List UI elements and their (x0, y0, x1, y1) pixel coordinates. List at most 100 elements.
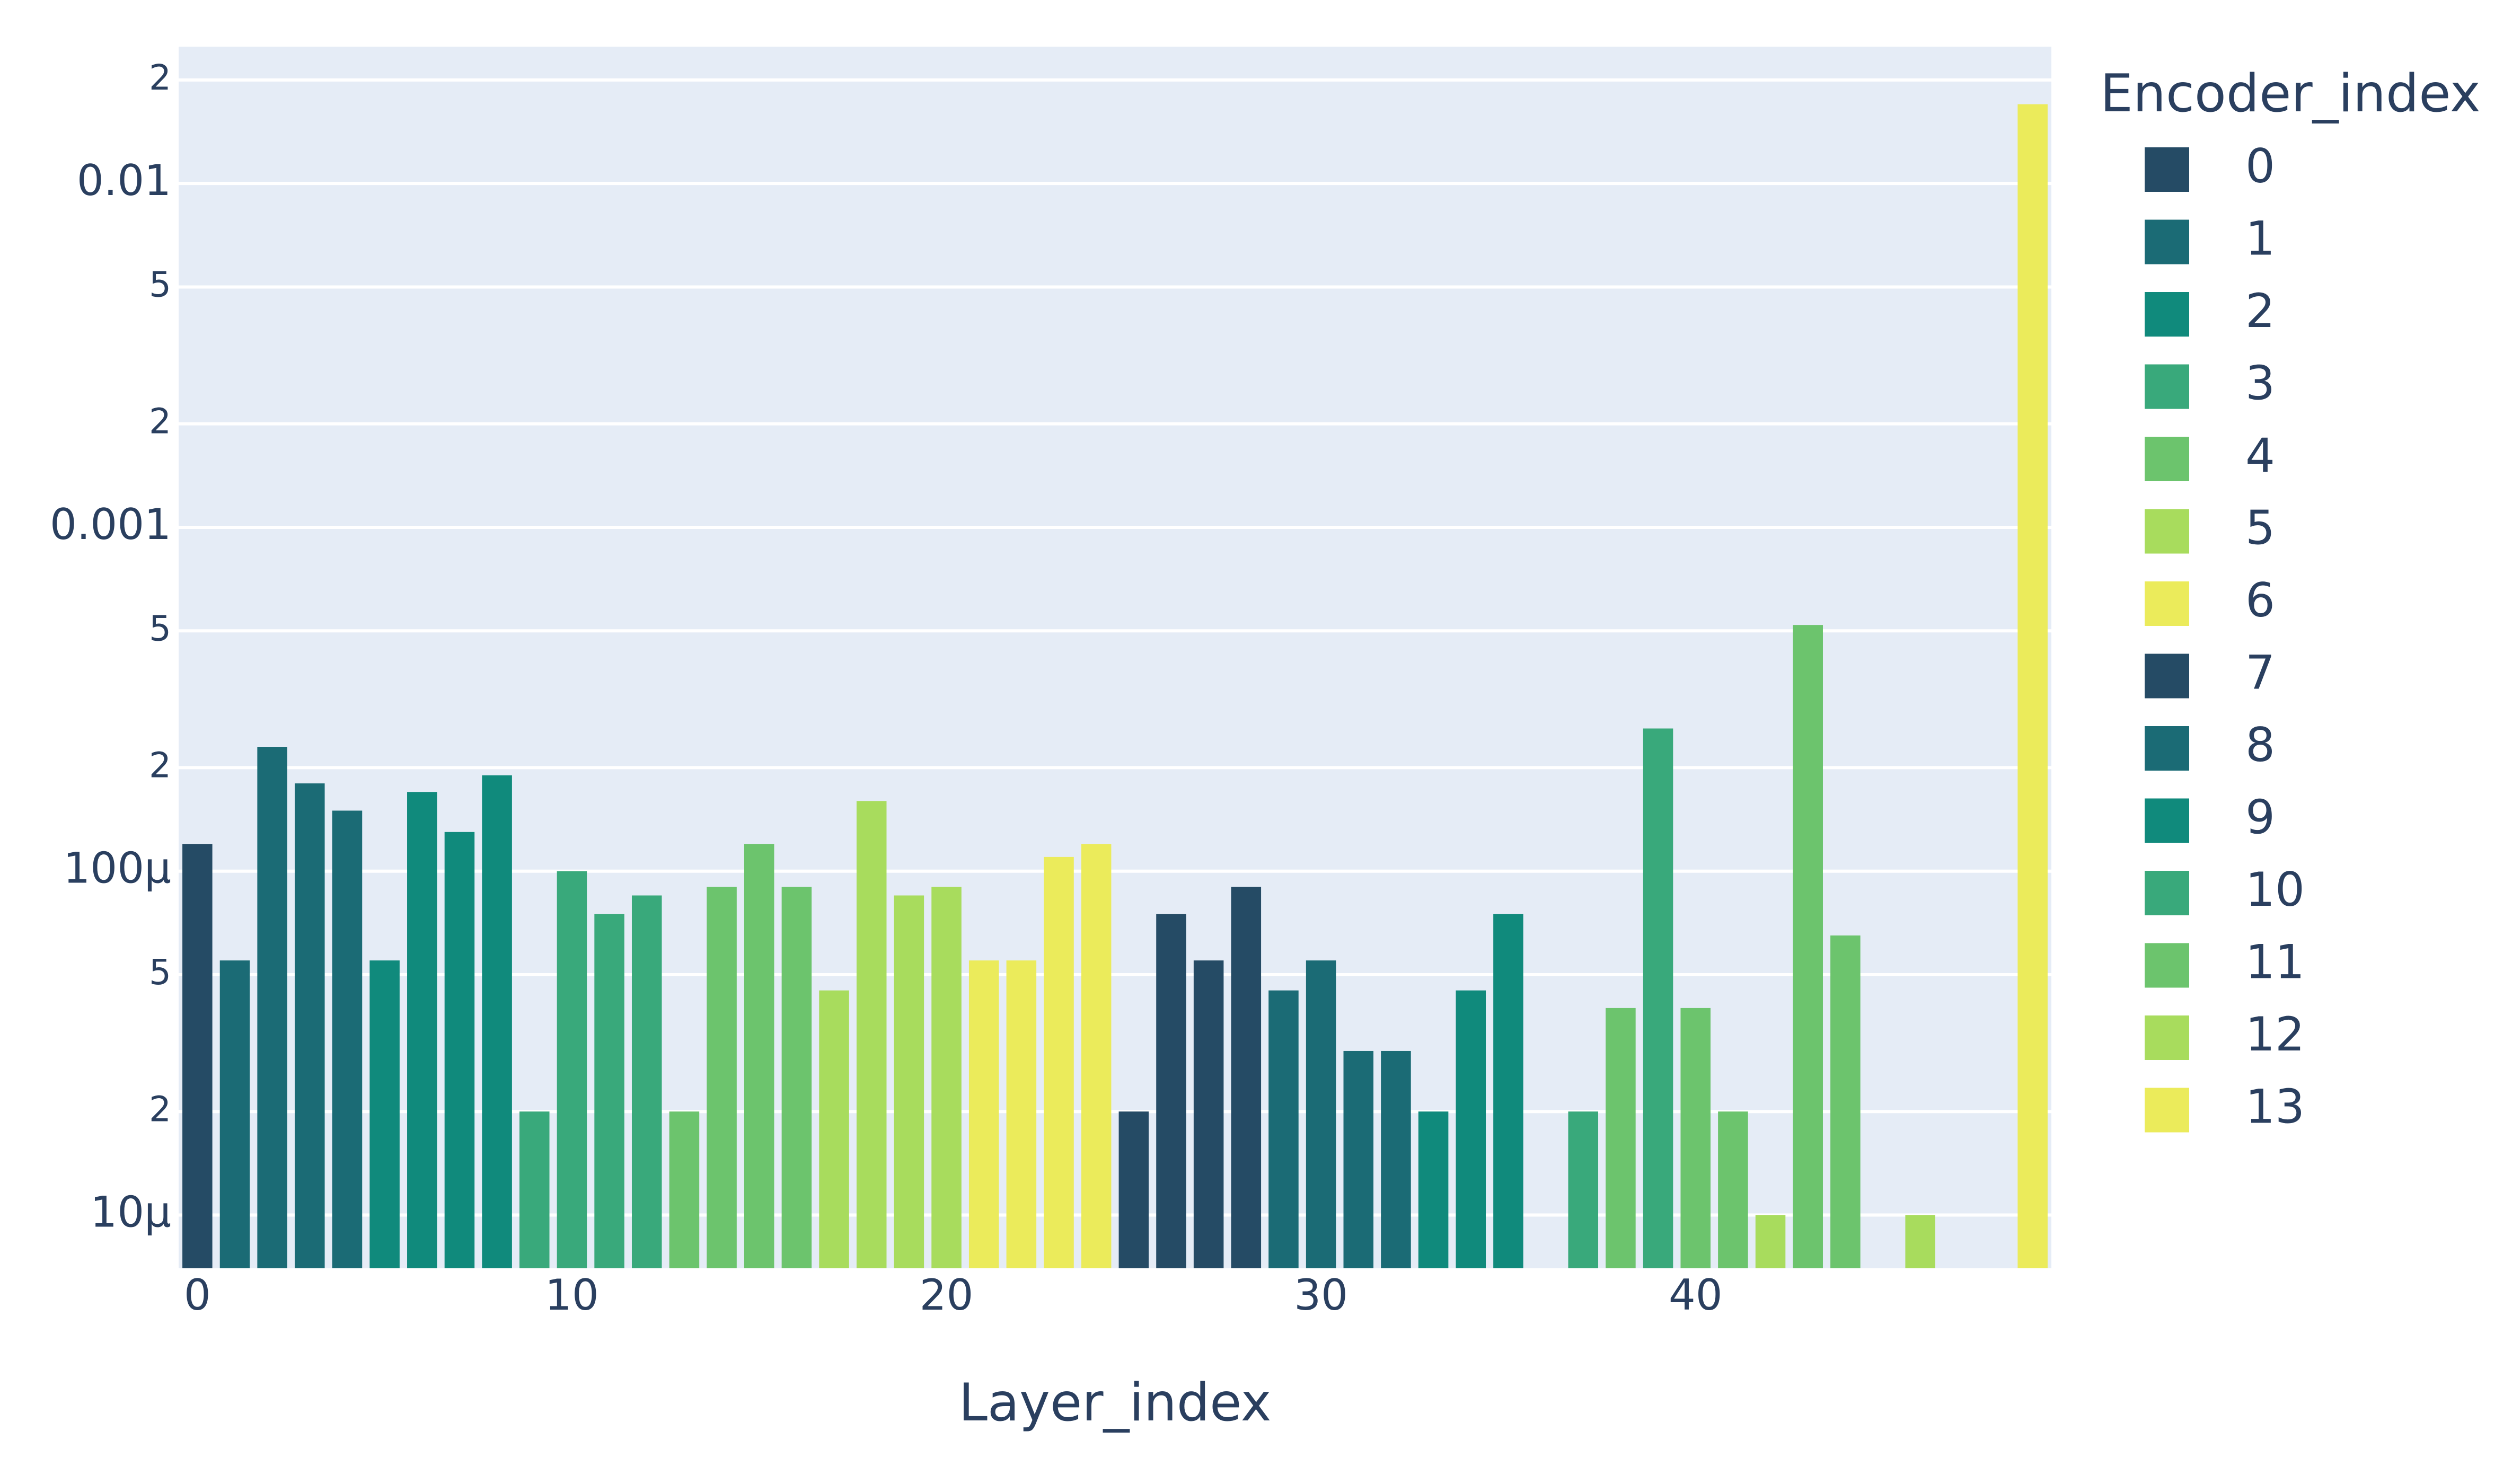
bar-layer-10[interactable] (557, 871, 587, 1268)
legend-item-2[interactable]: 2 (2145, 284, 2275, 338)
bar-layer-25[interactable] (1118, 1111, 1149, 1268)
y-minor-tick-label: 2 (149, 745, 171, 785)
grid-layer (179, 78, 2051, 1217)
y-tick-label: 10µ (90, 1187, 171, 1236)
bar-layer-19[interactable] (894, 895, 924, 1268)
y-tick-label: 0.001 (50, 500, 171, 549)
bar-layer-4[interactable] (332, 810, 363, 1268)
bar-layer-40[interactable] (1680, 1008, 1711, 1268)
bar-layer-39[interactable] (1643, 728, 1673, 1268)
x-axis-ticks: 0 10 20 30 40 (184, 1270, 1723, 1320)
bar-layer-2[interactable] (257, 747, 287, 1268)
legend-swatch (2145, 437, 2189, 481)
legend-item-13[interactable]: 13 (2145, 1079, 2305, 1134)
legend-label: 13 (2245, 1079, 2305, 1134)
legend-swatch (2145, 147, 2189, 192)
bar-layer-8[interactable] (482, 775, 512, 1268)
legend-label: 1 (2245, 211, 2275, 266)
bar-layer-20[interactable] (931, 887, 962, 1268)
legend-label: 0 (2245, 139, 2275, 193)
bar-layer-12[interactable] (631, 895, 662, 1268)
legend-swatch (2145, 581, 2189, 626)
bar-layer-46[interactable] (1905, 1215, 1935, 1268)
legend-item-5[interactable]: 5 (2145, 500, 2275, 555)
x-axis-title: Layer_index (958, 1373, 1271, 1433)
bar-layer-7[interactable] (444, 832, 475, 1268)
bar-layer-14[interactable] (707, 887, 737, 1268)
legend-item-12[interactable]: 12 (2145, 1007, 2305, 1062)
bar-layer-24[interactable] (1081, 844, 1112, 1268)
bar-layer-49[interactable] (2017, 104, 2048, 1268)
legend-label: 8 (2245, 718, 2275, 772)
bar-layer-9[interactable] (519, 1111, 550, 1268)
legend-swatch (2145, 364, 2189, 409)
x-tick-label: 30 (1294, 1270, 1348, 1320)
bar-layer-33[interactable] (1418, 1111, 1449, 1268)
bar-layer-44[interactable] (1830, 935, 1861, 1268)
legend-swatch (2145, 509, 2189, 554)
x-tick-label: 10 (545, 1270, 599, 1320)
bar-layer-29[interactable] (1268, 990, 1299, 1268)
legend-item-1[interactable]: 1 (2145, 211, 2275, 266)
legend-label: 10 (2245, 862, 2305, 917)
bar-layer-30[interactable] (1306, 960, 1336, 1268)
bar-layer-1[interactable] (219, 960, 250, 1268)
y-minor-tick-label: 5 (149, 608, 171, 649)
legend-item-9[interactable]: 9 (2145, 790, 2275, 844)
bar-layer-21[interactable] (968, 960, 999, 1268)
legend-item-0[interactable]: 0 (2145, 139, 2275, 193)
bar-layer-38[interactable] (1606, 1008, 1636, 1268)
legend-item-11[interactable]: 11 (2145, 934, 2305, 989)
legend-swatch (2145, 653, 2189, 699)
bar-layer-32[interactable] (1381, 1050, 1411, 1268)
bar-layer-15[interactable] (744, 844, 774, 1268)
legend-item-4[interactable]: 4 (2145, 428, 2275, 483)
bar-layer-28[interactable] (1231, 887, 1262, 1268)
legend-label: 12 (2245, 1007, 2305, 1062)
legend-item-3[interactable]: 3 (2145, 356, 2275, 410)
bar-layer-17[interactable] (819, 990, 849, 1268)
y-minor-tick-label: 5 (149, 264, 171, 305)
bar-layer-16[interactable] (781, 887, 812, 1268)
bar-layer-23[interactable] (1044, 856, 1074, 1268)
bar-layer-26[interactable] (1156, 914, 1186, 1268)
bar-layer-41[interactable] (1718, 1111, 1748, 1268)
legend-swatch (2145, 1088, 2189, 1133)
legend-item-10[interactable]: 10 (2145, 862, 2305, 917)
bar-layer-11[interactable] (594, 914, 624, 1268)
legend-title: Encoder_index (2100, 64, 2481, 124)
bar-layer-37[interactable] (1568, 1111, 1599, 1268)
bar-layer-34[interactable] (1456, 990, 1486, 1268)
legend-label: 6 (2245, 573, 2275, 628)
legend-item-7[interactable]: 7 (2145, 645, 2275, 700)
legend-label: 7 (2245, 645, 2275, 700)
bar-layer-27[interactable] (1193, 960, 1224, 1268)
legend-swatch (2145, 1015, 2189, 1060)
bar-layer-13[interactable] (669, 1111, 700, 1268)
legend-item-6[interactable]: 6 (2145, 573, 2275, 628)
bar-layer-6[interactable] (407, 792, 437, 1268)
y-minor-tick-label: 2 (149, 57, 171, 98)
bar-layer-35[interactable] (1493, 914, 1523, 1268)
legend-swatch (2145, 943, 2189, 988)
bar-layer-5[interactable] (369, 960, 400, 1268)
x-tick-label: 20 (920, 1270, 974, 1320)
bar-layer-22[interactable] (1006, 960, 1037, 1268)
bar-layer-42[interactable] (1755, 1215, 1786, 1268)
legend-swatch (2145, 871, 2189, 915)
bar-layer-43[interactable] (1793, 625, 1823, 1268)
y-tick-label: 100µ (63, 844, 171, 893)
legend-swatch (2145, 292, 2189, 337)
bar-layer-3[interactable] (295, 783, 325, 1268)
y-minor-tick-label: 2 (149, 1089, 171, 1129)
bars-layer (182, 104, 2048, 1268)
legend-swatch (2145, 726, 2189, 771)
bar-layer-0[interactable] (182, 844, 213, 1268)
bar-layer-18[interactable] (856, 801, 887, 1268)
legend-item-8[interactable]: 8 (2145, 718, 2275, 772)
bar-layer-31[interactable] (1343, 1050, 1374, 1268)
